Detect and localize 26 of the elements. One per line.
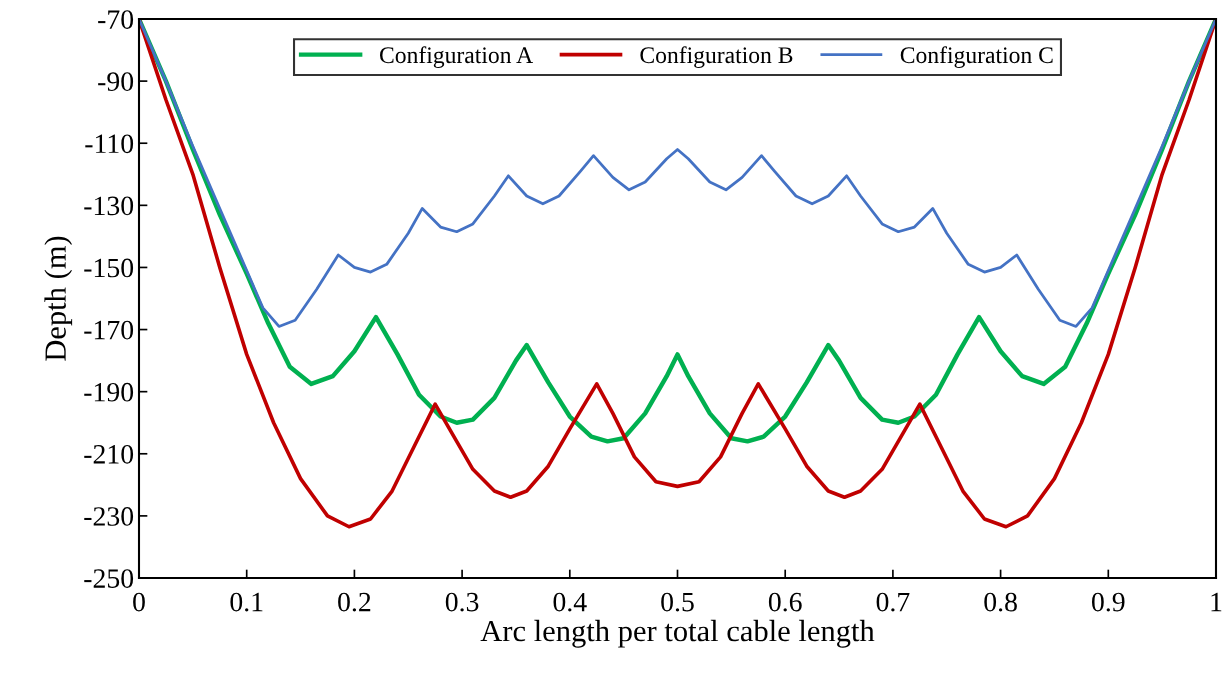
y-axis-title: Depth (m) [44, 236, 73, 361]
y-tick-label: -90 [98, 72, 134, 92]
x-tick-label: 1 [1211, 592, 1222, 612]
x-tick-label: 0.9 [1092, 592, 1125, 612]
x-tick-label: 0.1 [230, 592, 263, 612]
x-tick-label: 0.2 [338, 592, 371, 612]
y-tick-label: -190 [84, 382, 134, 402]
x-tick-label: 0 [133, 592, 145, 612]
x-tick-label: 0.5 [661, 592, 694, 612]
y-tick-label: -230 [84, 507, 134, 526]
x-tick-label: 0.6 [768, 592, 802, 612]
y-tick-label: -170 [84, 320, 134, 340]
y-tick-label: -130 [84, 196, 134, 216]
legend-label: Configuration B [640, 46, 793, 68]
x-axis-title: Arc length per total cable length [480, 619, 875, 648]
x-tick-label: 0.4 [553, 592, 587, 612]
y-tick-label: -150 [84, 258, 134, 278]
x-tick-label: 0.8 [984, 592, 1017, 612]
y-tick-label: -110 [85, 134, 134, 154]
y-tick-label: -70 [98, 10, 134, 29]
legend-label: Configuration A [380, 46, 533, 68]
x-tick-label: 0.7 [876, 592, 910, 612]
y-tick-label: -210 [84, 444, 134, 464]
legend-label: Configuration C [900, 46, 1053, 68]
y-tick-label: -250 [84, 569, 134, 588]
x-tick-label: 0.3 [445, 592, 479, 612]
